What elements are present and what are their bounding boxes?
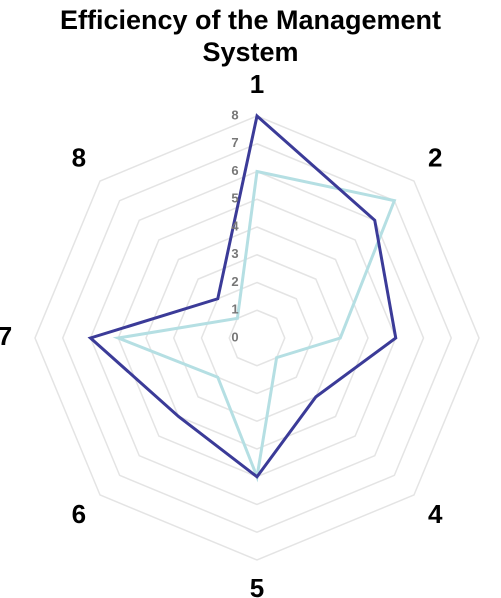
chart-title: Efficiency of the Management System — [59, 5, 442, 67]
y-tick-label: 2 — [231, 274, 238, 289]
y-tick-label: 0 — [231, 329, 238, 344]
category-label: 7 — [0, 321, 12, 351]
grid-ring — [34, 115, 480, 561]
category-label: 6 — [72, 499, 86, 529]
y-tick-label: 3 — [231, 246, 238, 261]
y-tick-label: 8 — [231, 107, 238, 122]
category-label: 4 — [428, 499, 443, 529]
grid-ring — [145, 226, 369, 450]
category-label: 1 — [250, 69, 264, 99]
y-tick-label: 5 — [231, 191, 238, 206]
category-label: 5 — [250, 573, 264, 598]
y-tick-label: 6 — [231, 163, 238, 178]
grid-ring — [200, 281, 314, 395]
grid-ring — [172, 253, 342, 423]
grid-ring — [117, 198, 397, 478]
grid-ring — [228, 309, 286, 367]
category-label: 8 — [72, 143, 86, 173]
y-tick-label: 7 — [231, 135, 238, 150]
series-line — [87, 113, 398, 479]
category-label: 2 — [428, 143, 442, 173]
y-tick-label: 1 — [231, 302, 238, 317]
series-line — [112, 169, 397, 483]
grid-ring — [61, 142, 453, 534]
grid-ring — [89, 170, 425, 506]
y-tick-label: 4 — [231, 218, 239, 233]
